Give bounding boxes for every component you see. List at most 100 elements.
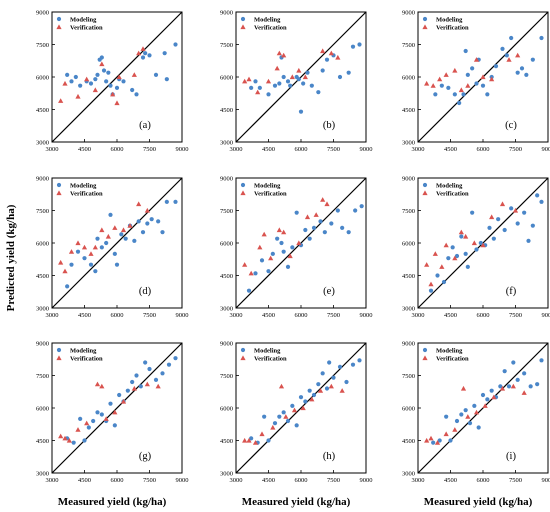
modeling-point <box>511 360 516 365</box>
verification-point <box>265 78 272 84</box>
modeling-point <box>82 256 87 261</box>
modeling-point <box>502 227 507 233</box>
legend-label: Modeling <box>70 182 97 189</box>
modeling-point <box>359 204 364 209</box>
x-tick-label: 6000 <box>477 312 490 319</box>
verification-point <box>120 227 127 233</box>
modeling-point <box>164 199 169 204</box>
x-tick-label: 9000 <box>176 146 189 153</box>
panel-label: (i) <box>506 451 516 462</box>
modeling-point <box>277 414 282 419</box>
verification-point <box>281 229 287 235</box>
modeling-point <box>539 358 544 363</box>
modeling-point <box>489 388 494 393</box>
x-tick-label: 6000 <box>295 146 308 153</box>
modeling-point <box>357 358 362 363</box>
y-tick-label: 7500 <box>220 208 233 215</box>
modeling-point <box>99 412 104 417</box>
verification-point <box>443 72 449 77</box>
one-to-one-line <box>51 177 183 309</box>
legend-label: Modeling <box>254 182 281 189</box>
modeling-point <box>305 70 310 75</box>
modeling-point <box>457 100 462 106</box>
verification-point <box>328 50 334 56</box>
panel-label: (e) <box>323 286 335 297</box>
verification-point <box>120 398 127 404</box>
verification-point <box>242 437 248 443</box>
modeling-point <box>78 83 83 88</box>
modeling-point <box>474 81 479 86</box>
verification-point <box>460 385 467 391</box>
x-tick-label: 4500 <box>444 312 457 319</box>
modeling-point <box>320 371 325 376</box>
verification-point <box>317 388 324 393</box>
x-tick-label: 3000 <box>46 146 59 153</box>
verification-point <box>465 414 471 419</box>
verification-point <box>489 76 495 82</box>
modeling-point <box>112 251 117 256</box>
scatter-panel-2: 3000 4500 6000 7500 9000 3000 4500 6000 7500 9000… <box>220 9 373 153</box>
verification-point <box>499 385 506 391</box>
modeling-point <box>294 210 299 215</box>
modeling-point <box>530 57 535 62</box>
modeling-point <box>433 92 438 97</box>
modeling-point <box>281 410 286 415</box>
verification-point <box>291 407 298 413</box>
verification-point <box>62 268 68 274</box>
y-tick-label: 9000 <box>402 175 415 182</box>
y-tick-label: 7500 <box>220 373 233 380</box>
verification-point <box>300 405 306 411</box>
verification-point <box>452 67 458 73</box>
verification-point <box>136 50 142 56</box>
verification-point <box>66 437 72 443</box>
y-tick-label: 7500 <box>36 373 49 380</box>
modeling-point <box>461 92 466 97</box>
modeling-point <box>472 403 477 408</box>
modeling-point <box>145 221 150 226</box>
modeling-point <box>272 421 278 426</box>
modeling-point <box>350 362 356 367</box>
modeling-point <box>160 230 165 235</box>
y-tick-label: 7500 <box>36 208 49 215</box>
verification-point <box>482 403 488 408</box>
modeling-point <box>136 219 141 224</box>
y-tick-label: 4500 <box>220 273 233 280</box>
x-tick-label: 7500 <box>509 312 522 319</box>
y-tick-label: 9000 <box>36 9 49 16</box>
modeling-point <box>446 256 451 261</box>
verification-point <box>103 416 109 421</box>
verification-point <box>246 76 252 82</box>
verification-point <box>68 249 75 254</box>
modeling-point <box>272 83 278 88</box>
modeling-point <box>311 225 317 230</box>
modeling-point <box>318 219 323 224</box>
modeling-point <box>95 410 100 415</box>
modeling-point <box>104 240 109 246</box>
verification-point <box>432 251 438 256</box>
verification-point <box>320 48 326 54</box>
x-tick-label: 4500 <box>262 312 275 319</box>
legend-label: Modeling <box>436 182 463 189</box>
y-tick-label: 4500 <box>402 273 415 280</box>
modeling-point <box>130 379 135 385</box>
legend-triangle-icon <box>56 190 62 196</box>
legend-label: Verification <box>70 190 103 197</box>
verification-point <box>276 50 282 56</box>
verification-point <box>81 244 88 250</box>
legend-label: Verification <box>254 24 287 31</box>
panel-label: (g) <box>139 451 152 462</box>
y-tick-label: 3000 <box>36 139 49 146</box>
modeling-point <box>65 72 70 77</box>
verification-point <box>465 83 471 88</box>
modeling-point <box>515 70 520 75</box>
modeling-point <box>487 225 492 230</box>
modeling-point <box>296 77 301 82</box>
x-tick-label: 7500 <box>143 477 156 484</box>
modeling-point <box>530 223 535 228</box>
y-tick-label: 9000 <box>36 175 49 182</box>
modeling-point <box>435 273 440 278</box>
verification-point <box>463 233 469 239</box>
modeling-point <box>357 42 362 47</box>
verification-point <box>112 225 118 230</box>
x-tick-label: 9000 <box>542 477 550 484</box>
